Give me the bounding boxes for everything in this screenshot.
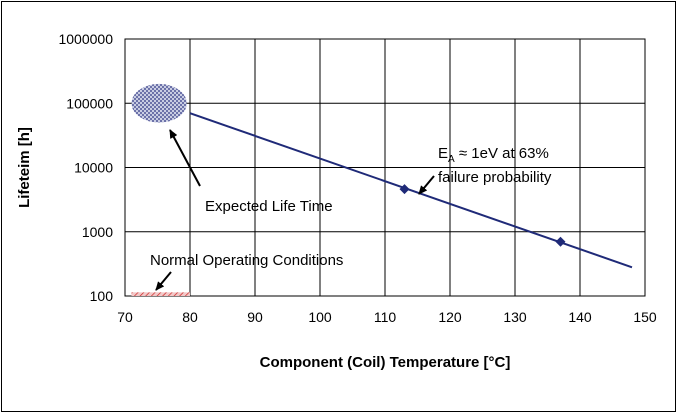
annotation-failure-probability: failure probability — [438, 169, 552, 186]
y-tick-label-1: 1000 — [82, 224, 113, 240]
y-axis-label: Lifeteim [h] — [16, 127, 33, 208]
annotation-arrows — [155, 129, 435, 291]
annotation-normal-conditions: Normal Operating Conditions — [150, 252, 343, 269]
normal-operating-region — [131, 292, 190, 296]
ea-subscript: A — [448, 154, 455, 165]
annotation-expected-life: Expected Life Time — [205, 198, 333, 215]
arrow-normal-conditions — [155, 271, 172, 291]
series-line-0 — [189, 112, 633, 269]
arrow-activation-energy — [418, 175, 435, 195]
plot-area-border — [124, 38, 646, 297]
x-tick-label-3: 100 — [308, 309, 332, 325]
grid — [124, 38, 646, 297]
ticks: 100 1000 10000 100000 1000000 70 80 90 100 110 120… — [58, 31, 656, 325]
x-tick-label-6: 130 — [503, 309, 527, 325]
x-tick-label-5: 120 — [438, 309, 462, 325]
x-tick-label-2: 90 — [247, 309, 263, 325]
arrow-expected-life — [169, 129, 201, 187]
regions — [131, 83, 190, 296]
series — [189, 112, 633, 269]
ea-symbol: E — [438, 145, 448, 162]
y-tick-label-0: 100 — [90, 288, 114, 304]
y-tick-label-3: 100000 — [66, 95, 113, 111]
x-tick-label-7: 140 — [568, 309, 592, 325]
y-tick-label-2: 10000 — [74, 160, 113, 176]
y-tick-label-4: 1000000 — [58, 31, 113, 47]
expected-life-region — [131, 83, 187, 123]
data-point-0 — [399, 184, 410, 195]
x-tick-label-1: 80 — [182, 309, 198, 325]
x-tick-label-0: 70 — [117, 309, 133, 325]
ea-rest: ≈ 1eV at 63% — [455, 145, 549, 162]
x-axis-label: Component (Coil) Temperature [°C] — [260, 354, 511, 371]
annotation-activation-energy: EA ≈ 1eV at 63% — [438, 145, 549, 165]
data-point-1 — [555, 236, 566, 247]
x-tick-label-4: 110 — [374, 309, 397, 325]
x-tick-label-8: 150 — [633, 309, 657, 325]
